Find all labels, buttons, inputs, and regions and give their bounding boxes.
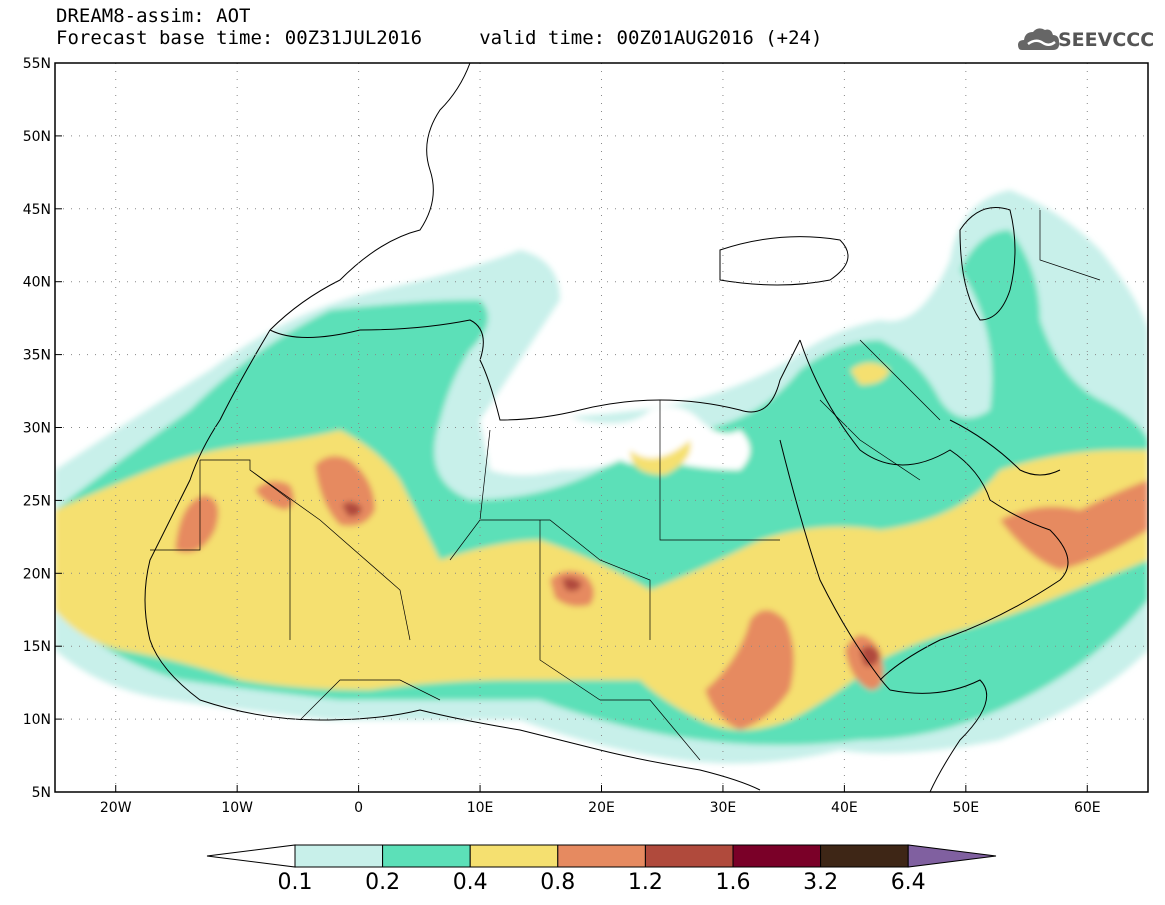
colorbar-level-label: 6.4 [890,870,926,895]
lon-tick-label: 0 [354,800,363,816]
colorbar-level-label: 0.1 [277,870,313,895]
lat-tick-label: 15N [23,639,51,655]
colorbar-level-label: 3.2 [803,870,839,895]
seevccc-logo [1018,28,1060,50]
colorbar-level-label: 0.4 [452,870,488,895]
lat-tick-label: 30N [23,421,51,437]
colorbar-box [820,844,909,868]
lat-tick-label: 20N [23,566,51,582]
lat-tick-label: 35N [23,348,51,364]
aot-contour-0.8 [175,495,219,553]
lon-tick-label: 20W [100,800,132,816]
coastline-europe [269,63,471,331]
coastline-black-sea [719,236,849,286]
colorbar-box [294,844,384,868]
lon-tick-label: 10E [467,800,494,816]
lat-tick-label: 45N [23,202,51,218]
coastlines [144,63,1069,792]
colorbar-box [557,844,646,868]
logo-text: SEEVCCC [1058,29,1155,51]
colorbar-over-triangle [907,844,997,868]
colorbar-level-label: 0.8 [540,870,576,895]
coastline-west-africa [144,329,761,791]
lon-tick-label: 40E [831,800,858,816]
lat-tick-label: 25N [23,493,51,509]
lat-tick-label: 40N [23,275,51,291]
lon-tick-label: 50E [952,800,979,816]
cloud-icon [1018,28,1060,50]
colorbar-under-triangle [206,844,296,868]
colorbar-box [469,844,559,868]
longitude-labels: 20W 10W 0 10E 20E 30E 40E 50E 60E [100,785,1101,816]
aot-contour-1.2 [342,502,362,517]
coastline-gulf [949,419,1061,476]
latitude-labels: 55N 50N 45N 40N 35N 30N 25N 20N 15N 10N 5N [23,56,62,801]
coastline-caspian [959,207,1016,321]
lat-tick-label: 5N [32,785,51,801]
lat-tick-label: 10N [23,712,51,728]
country-borders [150,210,1101,761]
colorbar-level-label: 1.2 [627,870,663,895]
forecast-time-subtitle: Forecast base time: 00Z31JUL2016 valid t… [56,27,823,49]
lon-tick-label: 30E [710,800,737,816]
colorbar-level-label: 0.2 [365,870,401,895]
lat-tick-label: 55N [23,56,51,72]
colorbar-box [644,844,734,868]
chart-title: DREAM8-assim: AOT [56,5,251,27]
coastline-horn [889,679,988,792]
lat-tick-label: 50N [23,129,51,145]
coastline-red-sea [779,439,891,691]
coastline-north-africa [269,319,801,421]
colorbar-box [382,844,471,868]
lon-tick-label: 10W [221,800,253,816]
coastline-arabia [799,339,1069,681]
lon-tick-label: 20E [588,800,615,816]
aot-field [55,190,1148,764]
colorbar-boxes [206,844,997,868]
colorbar-level-label: 1.6 [715,870,751,895]
colorbar-box [732,844,822,868]
lon-tick-label: 60E [1074,800,1101,816]
